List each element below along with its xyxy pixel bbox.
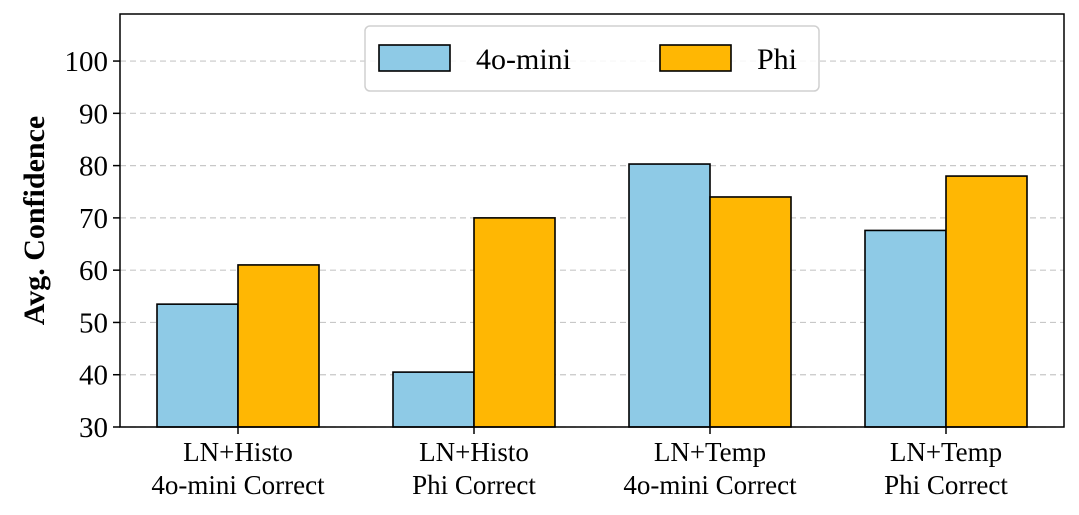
x-tick-label: LN+Histo [419,437,529,467]
plot-frame [119,13,1065,428]
bar-phi [945,175,1028,428]
y-tick-label: 70 [79,203,108,235]
y-tick-label: 100 [65,46,109,78]
x-tick-label: Phi Correct [412,470,536,500]
x-tick-label: LN+Temp [654,437,766,467]
y-tick-label: 30 [79,412,108,444]
y-tick-label: 50 [79,307,108,339]
legend-swatch-4o-mini [378,44,451,72]
bar-phi [237,264,320,428]
bars [156,163,1028,428]
bar-phi [709,196,792,428]
x-tick-label: Phi Correct [884,470,1008,500]
x-tick-label: 4o-mini Correct [623,470,797,500]
legend-swatch-phi [659,44,732,72]
bar-4o-mini [392,371,475,428]
bar-4o-mini [628,163,711,428]
legend-label-phi: Phi [757,43,797,76]
legend-label-4o-mini: 4o-mini [476,43,571,76]
x-tick-label: LN+Temp [890,437,1002,467]
y-axis-label: Avg. Confidence [18,116,51,325]
bar-phi [473,217,556,428]
x-tick-label: 4o-mini Correct [151,470,325,500]
y-tick-label: 80 [79,151,108,183]
y-axis-ticks: 30 40 50 60 70 80 90 100 [65,46,120,444]
y-tick-label: 40 [79,360,108,392]
legend-box [364,25,820,92]
y-tick-label: 60 [79,255,108,287]
bar-4o-mini [156,303,239,428]
x-tick-label: LN+Histo [183,437,293,467]
legend: 4o-mini Phi [364,25,820,92]
y-tick-label: 90 [79,98,108,130]
bar-4o-mini [864,229,947,428]
